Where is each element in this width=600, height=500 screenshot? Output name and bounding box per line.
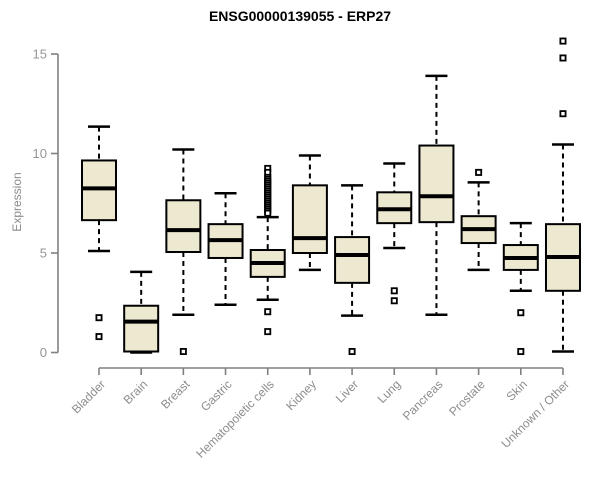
outlier-point: [348, 348, 356, 356]
category-label: Prostate: [446, 377, 488, 419]
box-Brain: [123, 304, 160, 353]
outlier-point: [264, 328, 272, 336]
outlier-point: [475, 168, 483, 176]
category-label: Pancreas: [400, 377, 446, 423]
outlier-point: [95, 314, 103, 322]
y-tick-label: 15: [33, 47, 47, 62]
box-Pancreas: [418, 144, 455, 224]
outlier-point: [559, 110, 567, 118]
outlier-point: [179, 348, 187, 356]
category-label: Bladder: [69, 377, 108, 416]
outlier-point: [390, 297, 398, 305]
box-Breast: [165, 199, 202, 254]
category-label: Lung: [375, 377, 404, 406]
category-label: Gastric: [198, 377, 235, 414]
outlier-point: [517, 348, 525, 356]
chart-title: ENSG00000139055 - ERP27: [208, 8, 392, 24]
outlier-point: [517, 309, 525, 317]
category-label: Breast: [158, 377, 193, 412]
box-Liver: [334, 236, 371, 284]
category-label: Kidney: [283, 377, 319, 413]
outlier-point: [559, 54, 567, 62]
category-label: Skin: [504, 377, 530, 403]
outlier-point: [264, 308, 272, 316]
box-Kidney: [291, 184, 328, 254]
outlier-point: [95, 333, 103, 341]
y-tick-label: 10: [33, 146, 47, 161]
outlier-point: [559, 37, 567, 45]
y-tick-label: 0: [40, 345, 47, 360]
category-label: Brain: [121, 377, 151, 407]
outlier-point: [264, 209, 272, 217]
category-label: Liver: [333, 377, 361, 405]
y-tick-label: 5: [40, 246, 47, 261]
outlier-point: [390, 287, 398, 295]
category-label: Hematopoietic cells: [193, 377, 276, 460]
